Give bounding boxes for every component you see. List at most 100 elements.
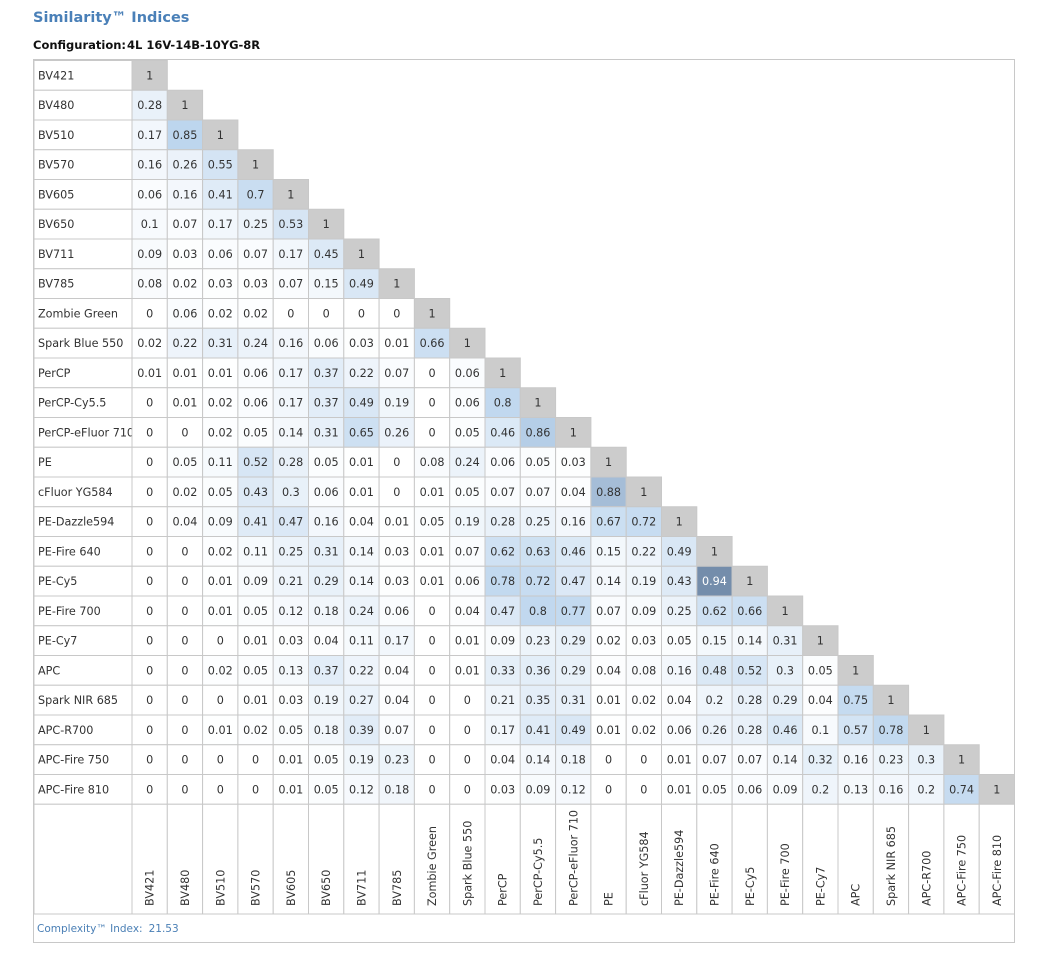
cell-value: 1 [464, 337, 471, 350]
similarity-cell [590, 744, 627, 775]
row-label-cell [33, 714, 133, 746]
row-label-cell [33, 149, 133, 180]
similarity-cell [766, 625, 804, 656]
cell-value: 0.06 [490, 456, 515, 469]
similarity-cell [449, 417, 486, 448]
similarity-cell [696, 684, 733, 716]
cell-value: 0.19 [455, 516, 480, 529]
column-header-cell [166, 803, 204, 915]
column-header-cell [943, 803, 980, 915]
cell-value: 0.03 [561, 456, 586, 469]
similarity-cell [343, 268, 380, 299]
row-label: BV605 [38, 188, 74, 201]
cell-value: 0.02 [208, 307, 233, 320]
cell-value: 0.26 [384, 426, 409, 439]
cell-value: 0.19 [631, 575, 656, 588]
cell-value: 0.06 [737, 783, 762, 796]
similarity-cell [625, 714, 663, 746]
column-header-cell [661, 803, 698, 915]
cell-value: 0 [181, 783, 188, 796]
similarity-cell [131, 655, 168, 686]
similarity-cell [555, 774, 592, 805]
cell-value: 0.05 [243, 664, 268, 677]
similarity-cell [202, 387, 239, 418]
similarity-cell [625, 565, 663, 597]
diagonal-cell [131, 60, 168, 91]
similarity-cell [202, 268, 239, 299]
row-label: PerCP-eFluor 710 [38, 426, 134, 439]
column-label: BV711 [355, 870, 368, 906]
column-label: Zombie Green [426, 826, 439, 906]
similarity-cell [449, 655, 486, 686]
similarity-cell [661, 655, 698, 686]
diagonal-cell [625, 476, 663, 508]
cell-value: 0.03 [631, 635, 656, 648]
similarity-cell [202, 327, 239, 359]
column-header-cell [484, 803, 521, 915]
cell-value: 1 [676, 516, 683, 529]
cell-value: 0.28 [278, 456, 303, 469]
row-label-cell [33, 744, 133, 775]
diagonal-cell [908, 714, 945, 746]
diagonal-cell [731, 565, 768, 597]
similarity-cell [166, 238, 204, 270]
similarity-cell [625, 744, 663, 775]
cell-value: 0.37 [314, 664, 339, 677]
row-label-cell [33, 357, 133, 389]
cell-value: 0.01 [243, 635, 268, 648]
cell-value: 0.12 [561, 783, 586, 796]
similarity-cell [272, 655, 310, 686]
similarity-cell [449, 744, 486, 775]
cell-value: 0.41 [208, 188, 233, 201]
cell-value: 0 [428, 605, 435, 618]
row-label-cell [33, 179, 133, 210]
cell-value: 0.05 [314, 456, 339, 469]
cell-value: 0.07 [384, 724, 409, 737]
cell-value: 0.05 [667, 635, 692, 648]
cell-value: 0.31 [314, 545, 339, 558]
cell-value: 0.17 [208, 218, 233, 231]
similarity-cell [308, 476, 345, 508]
row-label: BV650 [38, 218, 74, 231]
similarity-cell [272, 625, 310, 656]
cell-value: 1 [181, 99, 188, 112]
cell-value: 0.05 [525, 456, 550, 469]
similarity-cell [555, 476, 592, 508]
cell-value: 0.01 [596, 694, 621, 707]
similarity-cell [484, 417, 521, 448]
cell-value: 0.23 [525, 635, 550, 648]
cell-value: 0.33 [490, 664, 515, 677]
similarity-cell [449, 595, 486, 627]
cell-value: 0.29 [314, 575, 339, 588]
cell-value: 0.05 [278, 724, 303, 737]
similarity-cell [731, 684, 768, 716]
cell-value: 0 [146, 486, 153, 499]
cell-value: 0.04 [455, 605, 480, 618]
cell-value: 0.31 [561, 694, 586, 707]
similarity-cell [131, 149, 168, 180]
similarity-cell [308, 625, 345, 656]
cell-value: 0.14 [737, 635, 762, 648]
diagonal-cell [484, 357, 521, 389]
similarity-cell [661, 744, 698, 775]
row-label: BV480 [38, 99, 74, 112]
row-label: PerCP-Cy5.5 [38, 397, 106, 410]
cell-value: 1 [499, 367, 506, 380]
similarity-cell [519, 774, 557, 805]
similarity-cell [590, 506, 627, 537]
cell-value: 0.23 [878, 754, 903, 767]
similarity-cell [166, 774, 204, 805]
similarity-cell [555, 565, 592, 597]
cell-value: 0.01 [420, 545, 445, 558]
column-header-cell [625, 803, 663, 915]
cell-value: 1 [570, 426, 577, 439]
row-label: APC-Fire 810 [38, 783, 109, 796]
cell-value: 0.11 [208, 456, 233, 469]
cell-value: 0.57 [843, 724, 868, 737]
cell-value: 0.3 [917, 754, 935, 767]
similarity-cell [519, 565, 557, 597]
cell-value: 0.49 [349, 278, 374, 291]
similarity-cell [413, 387, 451, 418]
complexity-index: Complexity™ Index: 21.53 [37, 923, 179, 935]
cell-value: 0 [428, 635, 435, 648]
